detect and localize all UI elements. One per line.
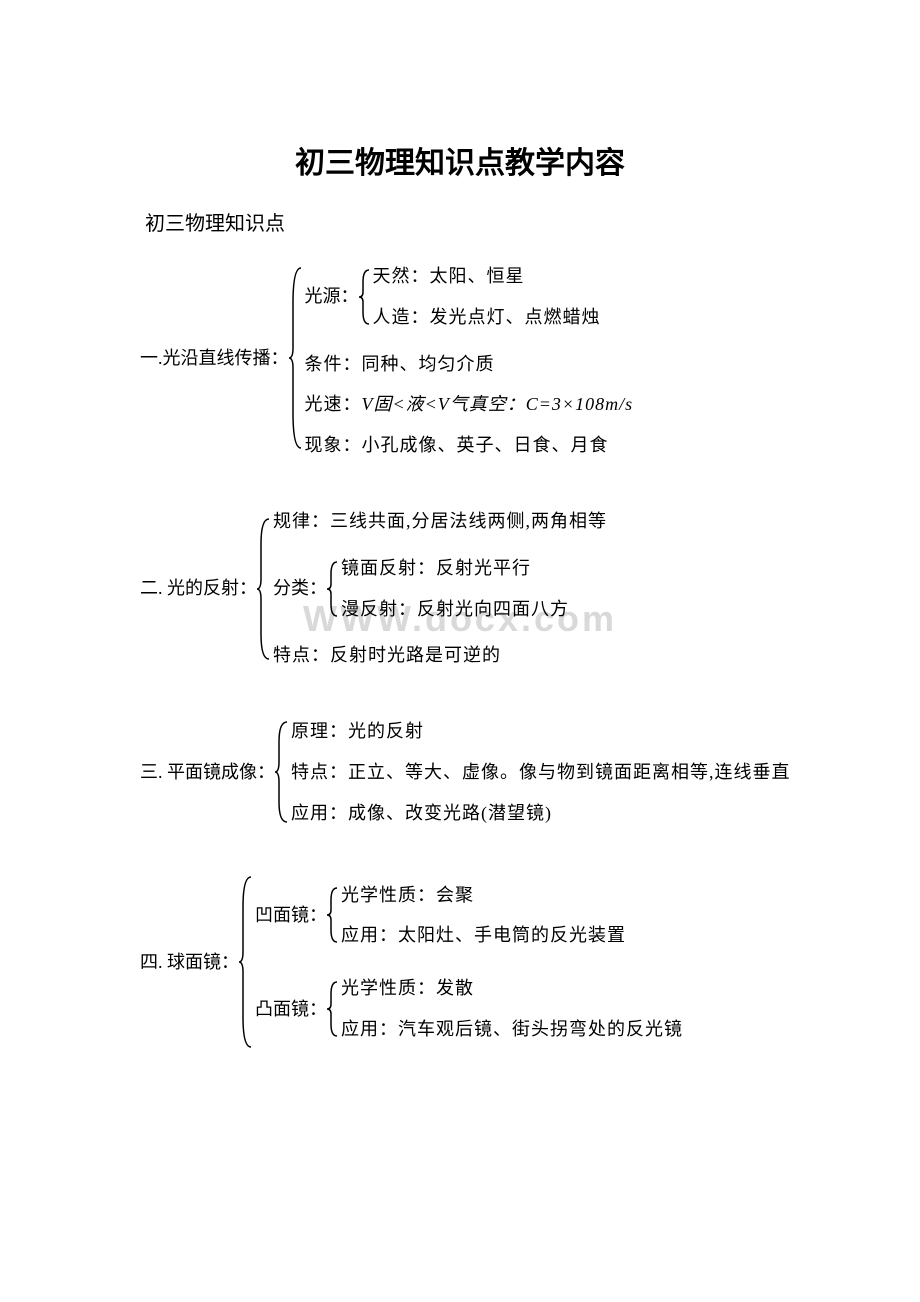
principle: 原理：光的反射 (291, 717, 791, 746)
light-source-items: 天然：太阳、恒星 人造：发光点灯、点燃蜡烛 (373, 256, 601, 338)
page-title: 初三物理知识点教学内容 (140, 140, 780, 188)
speed-prefix: 光速： (305, 394, 362, 414)
section3-content: 原理：光的反射 特点：正立、等大、虚像。像与物到镜面距离相等,连线垂直 应用：成… (291, 711, 791, 833)
speed: 光速：V固<液<V气真空：C=3×108m/s (305, 390, 634, 419)
concave-property: 光学性质：会聚 (341, 881, 626, 910)
feature: 特点：反射时光路是可逆的 (273, 641, 607, 670)
light-source-label: 光源： (305, 282, 359, 311)
brace-icon (257, 514, 273, 664)
section1-content: 光源： 天然：太阳、恒星 人造：发光点灯、点燃蜡烛 条件：同种、均匀介质 光速：… (305, 250, 634, 466)
category-items: 镜面反射：反射光平行 漫反射：反射光向四面八方 (341, 548, 569, 630)
section4-content: 凹面镜： 光学性质：会聚 应用：太阳灶、手电筒的反光装置 凸面镜： 光学性质：发… (255, 869, 683, 1056)
section-light-line: 一.光沿直线传播： 光源： 天然：太阳、恒星 人造：发光点灯、点燃蜡烛 条件：同… (140, 250, 780, 466)
rule: 规律：三线共面,分居法线两侧,两角相等 (273, 507, 607, 536)
application3: 应用：成像、改变光路(潜望镜) (291, 799, 791, 828)
concave-items: 光学性质：会聚 应用：太阳灶、手电筒的反光装置 (341, 875, 626, 957)
phenomenon: 现象：小孔成像、英子、日食、月食 (305, 431, 634, 460)
convex-application: 应用：汽车观后镜、街头拐弯处的反光镜 (341, 1015, 683, 1044)
diffuse-reflection: 漫反射：反射光向四面八方 (341, 595, 569, 624)
concave-application: 应用：太阳灶、手电筒的反光装置 (341, 921, 626, 950)
category-label: 分类： (273, 574, 327, 603)
section3-label: 三. 平面镜成像： (140, 758, 275, 787)
convex-label: 凸面镜： (255, 995, 327, 1024)
subtitle: 初三物理知识点 (145, 208, 780, 240)
document-content: 初三物理知识点教学内容 初三物理知识点 一.光沿直线传播： 光源： 天然：太阳、… (140, 140, 780, 1056)
speed-formula: V固<液<V气真空：C=3×108m/s (362, 394, 634, 414)
brace-icon (327, 979, 341, 1039)
section2-label: 二. 光的反射： (140, 574, 257, 603)
category-group: 分类： 镜面反射：反射光平行 漫反射：反射光向四面八方 (273, 548, 607, 630)
brace-icon (239, 872, 255, 1052)
concave-label: 凹面镜： (255, 901, 327, 930)
section-spherical-mirror: 四. 球面镜： 凹面镜： 光学性质：会聚 应用：太阳灶、手电筒的反光装置 凸面镜… (140, 869, 780, 1056)
brace-icon (289, 263, 305, 453)
brace-icon (275, 717, 291, 827)
condition: 条件：同种、均匀介质 (305, 350, 634, 379)
section1-label: 一.光沿直线传播： (140, 344, 289, 373)
brace-icon (359, 267, 373, 327)
section2-content: 规律：三线共面,分居法线两侧,两角相等 分类： 镜面反射：反射光平行 漫反射：反… (273, 501, 607, 676)
convex-property: 光学性质：发散 (341, 974, 683, 1003)
brace-icon (327, 559, 341, 619)
light-source-group: 光源： 天然：太阳、恒星 人造：发光点灯、点燃蜡烛 (305, 256, 634, 338)
section-reflection: 二. 光的反射： 规律：三线共面,分居法线两侧,两角相等 分类： 镜面反射：反射… (140, 501, 780, 676)
natural-source: 天然：太阳、恒星 (373, 262, 601, 291)
section4-label: 四. 球面镜： (140, 948, 239, 977)
convex-items: 光学性质：发散 应用：汽车观后镜、街头拐弯处的反光镜 (341, 968, 683, 1050)
section-plane-mirror: 三. 平面镜成像： 原理：光的反射 特点：正立、等大、虚像。像与物到镜面距离相等… (140, 711, 780, 833)
feature3: 特点：正立、等大、虚像。像与物到镜面距离相等,连线垂直 (291, 758, 791, 787)
convex-group: 凸面镜： 光学性质：发散 应用：汽车观后镜、街头拐弯处的反光镜 (255, 968, 683, 1050)
artificial-source: 人造：发光点灯、点燃蜡烛 (373, 303, 601, 332)
mirror-reflection: 镜面反射：反射光平行 (341, 554, 569, 583)
concave-group: 凹面镜： 光学性质：会聚 应用：太阳灶、手电筒的反光装置 (255, 875, 683, 957)
brace-icon (327, 885, 341, 945)
